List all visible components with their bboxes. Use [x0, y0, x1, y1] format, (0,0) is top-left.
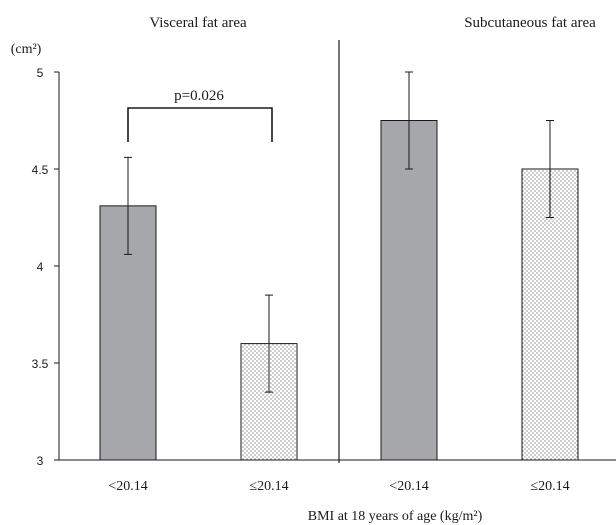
panel-title-visceral: Visceral fat area [149, 15, 247, 31]
x-tick-label: ≤20.14 [530, 479, 569, 494]
significance-bracket [127, 107, 273, 142]
y-tick-label: 4 [37, 260, 44, 274]
x-axis-label: BMI at 18 years of age (kg/m²) [308, 509, 483, 524]
y-tick-label: 5 [37, 66, 44, 80]
y-unit-label: (cm²) [11, 42, 42, 57]
y-tick-label: 3.5 [32, 357, 49, 371]
x-tick-label: <20.14 [108, 479, 147, 494]
panel-title-subcutaneous: Subcutaneous fat area [464, 15, 596, 31]
p-value-annotation: p=0.026 [174, 88, 224, 104]
y-tick-label: 4.5 [32, 163, 49, 177]
x-tick-label: <20.14 [389, 479, 428, 494]
bar [380, 120, 438, 461]
x-tick-label: ≤20.14 [249, 479, 288, 494]
y-tick-label: 3 [37, 454, 44, 468]
